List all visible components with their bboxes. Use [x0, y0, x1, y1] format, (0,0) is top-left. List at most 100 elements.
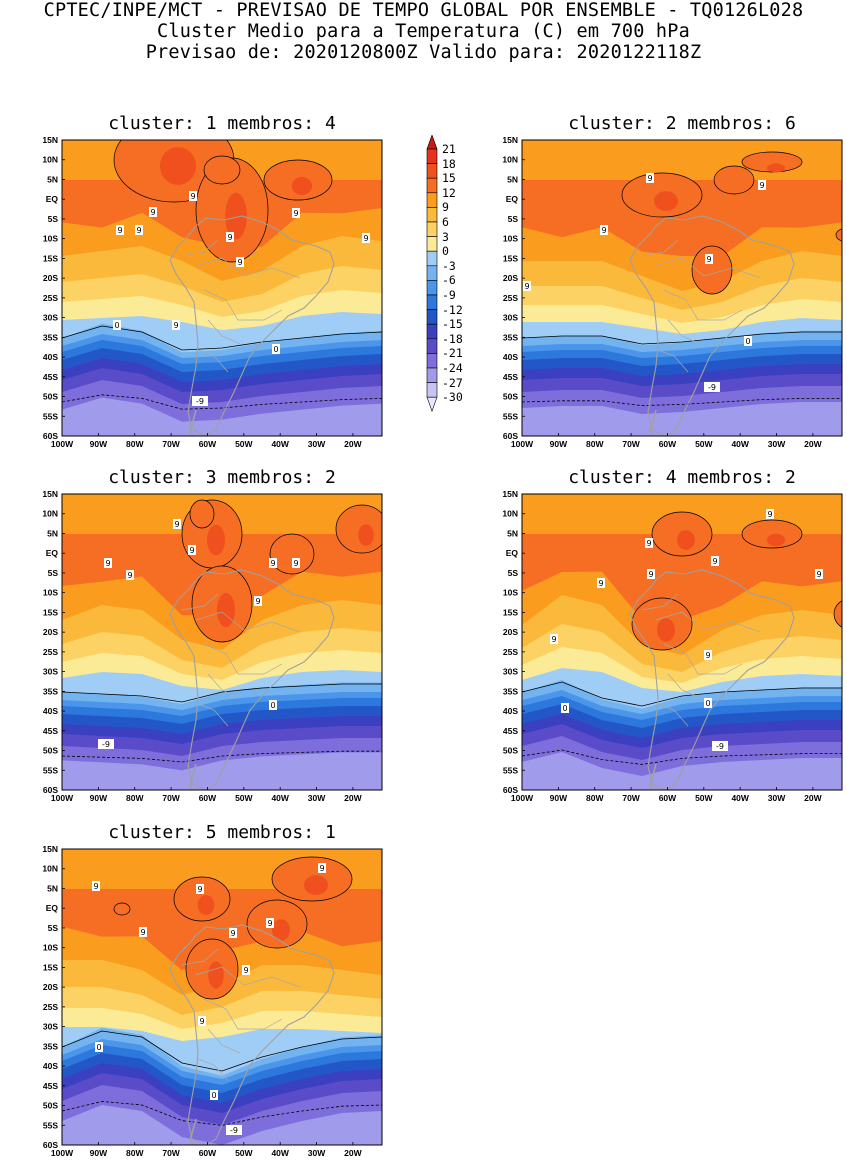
contour-label-nine: 9: [711, 556, 719, 566]
lat-tick-label: 50S: [503, 392, 518, 402]
lon-tick-label: 90W: [550, 793, 568, 803]
lat-tick-label: 40S: [43, 1061, 58, 1071]
contour-label-nine: 9: [292, 558, 300, 568]
contour-label-zero: 0: [210, 1090, 218, 1100]
legend-swatch: [426, 135, 438, 150]
map-canvas: 15N 10N 5N EQ 5S 10S 15S 20S 25S 30S 35S 40S 45S 50S 5…: [502, 489, 843, 803]
lat-tick-label: 15S: [43, 607, 58, 617]
map-panel-cluster-4: cluster: 4 membros: 2 15N 10N 5N EQ 5S 10S 15S…: [460, 467, 843, 803]
svg-text:9: 9: [93, 882, 98, 891]
legend-swatch: [426, 396, 438, 413]
contour-label-zero: 0: [704, 698, 712, 708]
lat-tick-label: 35S: [43, 1041, 58, 1051]
warm-core: [677, 530, 695, 550]
continent-outline: [169, 924, 335, 1145]
lon-tick-label: 30W: [308, 1148, 326, 1158]
lat-tick-label: 30S: [43, 1022, 58, 1032]
svg-text:0: 0: [96, 1043, 101, 1052]
contour-label-nine: 9: [647, 569, 655, 579]
lon-tick-label: 30W: [768, 439, 786, 449]
legend-swatch: [426, 250, 438, 267]
contour-minus-nine: [522, 749, 842, 765]
panel-title: cluster: 5 membros: 1: [108, 822, 336, 843]
contour-label-nine: 9: [189, 191, 197, 201]
svg-text:9: 9: [646, 539, 651, 548]
lat-tick-label: 40S: [43, 706, 58, 716]
svg-text:0: 0: [211, 1091, 216, 1100]
lat-tick-label: 55S: [503, 765, 518, 775]
map-frame: [61, 848, 383, 1146]
figure-title: CPTEC/INPE/MCT - PREVISAO DE TEMPO GLOBA…: [0, 0, 847, 63]
svg-text:9: 9: [190, 192, 195, 201]
map-panel-cluster-1: cluster: 1 membros: 4 15N 10N 5N EQ 5S 10S 15S…: [0, 113, 383, 449]
lon-tick-label: 70W: [622, 439, 640, 449]
svg-text:9: 9: [197, 885, 202, 894]
lat-tick-label: 50S: [43, 1101, 58, 1111]
lat-tick-label: 55S: [43, 411, 58, 421]
warm-core: [208, 961, 224, 989]
lon-tick-label: 80W: [586, 439, 604, 449]
contour-label-nine: 9: [269, 558, 277, 568]
lat-tick-label: 45S: [43, 372, 58, 382]
warm-cell: [394, 279, 410, 291]
svg-text:9: 9: [706, 255, 711, 264]
lat-tick-label: 25S: [43, 1002, 58, 1012]
warm-cell: [835, 228, 842, 242]
lon-tick-label: 40W: [271, 793, 289, 803]
svg-text:9: 9: [136, 226, 141, 235]
temperature-field: [62, 494, 382, 790]
lat-tick-label: 40S: [43, 352, 58, 362]
lat-tick-label: 25S: [503, 293, 518, 303]
lat-tick-label: 30S: [503, 313, 518, 323]
lat-tick-label: 30S: [43, 667, 58, 677]
svg-text:9: 9: [127, 571, 132, 580]
lat-tick-label: 30S: [43, 313, 58, 323]
contour-label-minus-nine: -9: [192, 396, 208, 406]
lon-tick-label: 60W: [659, 793, 677, 803]
contour-label-zero: 0: [744, 336, 752, 346]
legend-label: 12: [442, 185, 456, 200]
contour-label-nine: 9: [362, 233, 370, 243]
lat-tick-label: EQ: [46, 903, 59, 913]
legend-swatch: [426, 163, 438, 179]
svg-text:0: 0: [270, 701, 275, 710]
contour-label-nine: 9: [172, 320, 180, 330]
contour-label-nine: 9: [198, 1016, 206, 1026]
lat-tick-label: 15S: [43, 962, 58, 972]
lat-tick-label: 40S: [503, 352, 518, 362]
panel-title: cluster: 2 membros: 6: [568, 113, 796, 134]
lat-tick-label: 45S: [43, 726, 58, 736]
lat-tick-label: 60S: [43, 431, 58, 441]
lon-tick-label: 20W: [344, 793, 362, 803]
contour-label-minus-nine: -9: [226, 1125, 242, 1135]
map-frame: [521, 493, 843, 791]
lon-tick-label: 30W: [768, 793, 786, 803]
lat-tick-label: 35S: [43, 332, 58, 342]
contour-label-nine: 9: [318, 863, 326, 873]
contour-label-nine: 9: [135, 225, 143, 235]
lat-tick-label: 15S: [503, 253, 518, 263]
legend-swatch: [426, 280, 438, 296]
svg-text:0: 0: [705, 699, 710, 708]
lon-tick-label: 70W: [162, 793, 180, 803]
contour-minus-nine: [62, 394, 382, 410]
lat-tick-label: 45S: [503, 372, 518, 382]
legend-label: -18: [442, 331, 463, 346]
lon-tick-label: 60W: [199, 793, 217, 803]
svg-text:0: 0: [273, 345, 278, 354]
warm-cell: [691, 245, 733, 295]
lat-tick-label: 35S: [43, 686, 58, 696]
lon-tick-label: 50W: [695, 439, 713, 449]
map-frame: [521, 139, 843, 437]
contour-label-nine: 9: [758, 180, 766, 190]
color-scale-legend: 21 18 15 12 9 6 3 0 -3 -6 -9 -12 -15 -18 -21 -24 -27 -30: [424, 135, 484, 445]
lat-tick-label: 25S: [503, 647, 518, 657]
lat-tick-label: 20S: [43, 982, 58, 992]
lat-tick-label: 35S: [503, 332, 518, 342]
contour-label-zero: 0: [561, 703, 569, 713]
lat-tick-label: 5N: [47, 528, 58, 538]
contour-label-nine: 9: [597, 578, 605, 588]
lat-tick-label: 15N: [502, 489, 518, 499]
contour-label-nine: 9: [236, 257, 244, 267]
lon-tick-label: 50W: [695, 793, 713, 803]
